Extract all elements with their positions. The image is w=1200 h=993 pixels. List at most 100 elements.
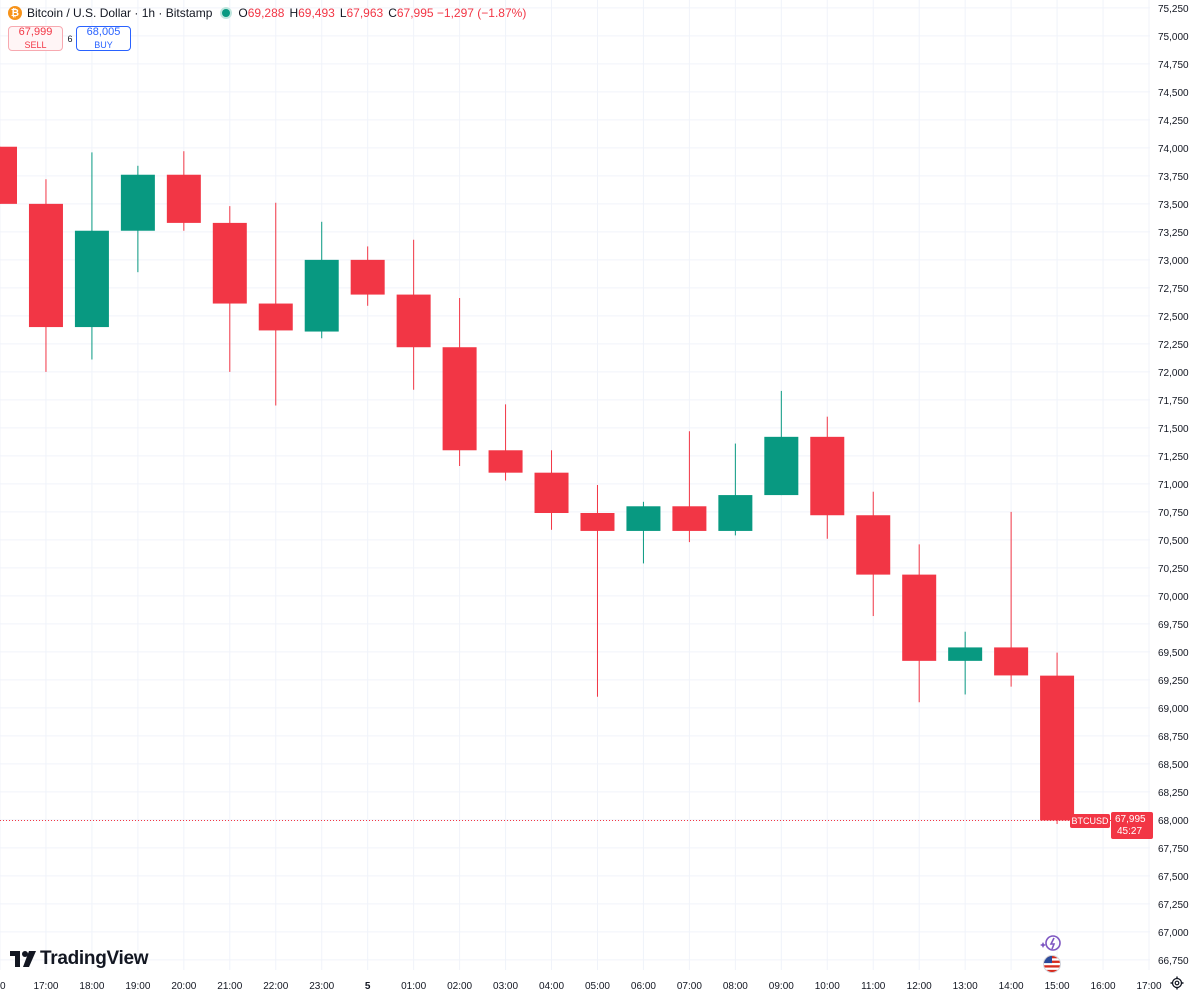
buy-button[interactable]: 68,005 BUY <box>76 26 131 51</box>
candle-body <box>442 347 477 451</box>
price-tick-label: 68,750 <box>1158 732 1189 743</box>
candle-body <box>902 574 937 661</box>
vertical-gridlines <box>0 0 1150 970</box>
bearish-candle <box>580 485 615 697</box>
price-tick-label: 74,250 <box>1158 116 1189 127</box>
price-tick-label: 70,750 <box>1158 508 1189 519</box>
time-tick-label: 08:00 <box>723 981 748 992</box>
buy-label: BUY <box>94 39 113 50</box>
low-key: L <box>339 6 347 20</box>
price-tick-label: 69,750 <box>1158 620 1189 631</box>
low-value: 67,963 <box>346 6 384 20</box>
candle-body <box>856 515 891 575</box>
price-tick-label: 73,750 <box>1158 172 1189 183</box>
price-tick-label: 70,250 <box>1158 564 1189 575</box>
symbol-title[interactable]: Bitcoin / U.S. Dollar · 1h · Bitstamp <box>27 6 213 20</box>
bearish-candle <box>902 544 937 703</box>
tradingview-logo-icon <box>10 951 36 967</box>
time-tick-label: 04:00 <box>539 981 564 992</box>
bearish-candle <box>442 297 477 466</box>
time-tick-label: 06:00 <box>631 981 656 992</box>
time-tick-label: 12:00 <box>907 981 932 992</box>
time-tick-label: 19:00 <box>125 981 150 992</box>
time-tick-label: 05:00 <box>585 981 610 992</box>
bearish-candle <box>534 450 569 530</box>
time-tick-label: 03:00 <box>493 981 518 992</box>
candle-body <box>488 450 523 473</box>
price-tick-label: 66,750 <box>1158 956 1189 967</box>
price-tick-label: 67,000 <box>1158 928 1189 939</box>
time-tick-label: 22:00 <box>263 981 288 992</box>
price-tick-label: 72,250 <box>1158 340 1189 351</box>
time-tick-label: 07:00 <box>677 981 702 992</box>
buy-price: 68,005 <box>86 25 121 38</box>
spread-value: 6 <box>67 33 73 44</box>
price-tick-label: 69,000 <box>1158 704 1189 715</box>
bullish-candle <box>304 221 339 339</box>
price-tick-label: 68,500 <box>1158 760 1189 771</box>
bullish-candle <box>764 390 799 496</box>
us-flag-icon[interactable] <box>1043 955 1061 973</box>
price-tick-label: 70,000 <box>1158 592 1189 603</box>
time-tick-label: 00 <box>0 981 6 992</box>
price-tick-label: 73,000 <box>1158 256 1189 267</box>
price-tick-label: 72,500 <box>1158 312 1189 323</box>
time-tick-label: 02:00 <box>447 981 472 992</box>
price-tick-label: 68,000 <box>1158 816 1189 827</box>
time-tick-label: 21:00 <box>217 981 242 992</box>
price-tick-label: 71,750 <box>1158 396 1189 407</box>
sell-button[interactable]: 67,999 SELL <box>8 26 63 51</box>
bearish-candle <box>488 404 523 481</box>
tradingview-logo[interactable]: TradingView <box>10 948 149 970</box>
tradingview-logo-text: TradingView <box>40 948 149 969</box>
candle-body <box>396 294 431 348</box>
price-tick-label: 71,000 <box>1158 480 1189 491</box>
symbol-tag: BTCUSD <box>1070 814 1110 828</box>
price-tick-label: 67,250 <box>1158 900 1189 911</box>
time-tick-label: 10:00 <box>815 981 840 992</box>
candle-body <box>74 230 109 328</box>
lightning-events-icon[interactable] <box>1040 934 1062 952</box>
price-tick-label: 75,000 <box>1158 32 1189 43</box>
price-tick-label: 69,250 <box>1158 676 1189 687</box>
time-tick-label: 13:00 <box>953 981 978 992</box>
bearish-candle <box>212 206 247 372</box>
horizontal-gridlines <box>0 7 1150 961</box>
last-price-label: BTCUSD 67,995 45:27 <box>1070 812 1153 839</box>
last-price-value: 67,995 <box>1115 814 1146 825</box>
candle-body <box>120 174 155 231</box>
candle-body <box>948 647 983 661</box>
price-tick-label: 74,000 <box>1158 144 1189 155</box>
time-tick-label: 5 <box>365 981 371 992</box>
price-tick-label: 67,500 <box>1158 872 1189 883</box>
settings-gear-icon[interactable] <box>1170 976 1184 990</box>
high-value: 69,493 <box>298 6 335 20</box>
bullish-candle <box>718 443 753 536</box>
bullish-candle <box>948 631 983 695</box>
candle-body <box>0 146 17 204</box>
close-value: 67,995 −1,297 (−1.87%) <box>396 6 527 20</box>
candle-body <box>580 513 615 531</box>
symbol-legend: ₿ Bitcoin / U.S. Dollar · 1h · Bitstamp … <box>8 4 531 22</box>
close-key: C <box>388 6 397 20</box>
candle-body <box>764 436 799 496</box>
open-value: 69,288 <box>247 6 285 20</box>
bullish-candle <box>120 165 155 273</box>
bearish-candle <box>396 239 431 390</box>
price-tick-label: 73,500 <box>1158 200 1189 211</box>
time-axis: 00 17:00 18:00 19:00 20:00 21:00 22:00 23:00 5 01… <box>0 981 1162 992</box>
price-tick-label: 69,500 <box>1158 648 1189 659</box>
trade-buttons: 67,999 SELL 6 68,005 BUY <box>8 26 131 51</box>
time-tick-label: 09:00 <box>769 981 794 992</box>
candle-body <box>166 174 201 223</box>
price-tick-label: 67,750 <box>1158 844 1189 855</box>
bearish-candle <box>856 491 891 617</box>
bearish-candle <box>350 246 385 306</box>
candle-body <box>212 222 247 304</box>
candle-body <box>534 472 569 514</box>
high-key: H <box>289 6 299 20</box>
time-tick-label: 16:00 <box>1091 981 1116 992</box>
bullish-candle <box>74 152 109 360</box>
bearish-candle <box>672 431 707 543</box>
